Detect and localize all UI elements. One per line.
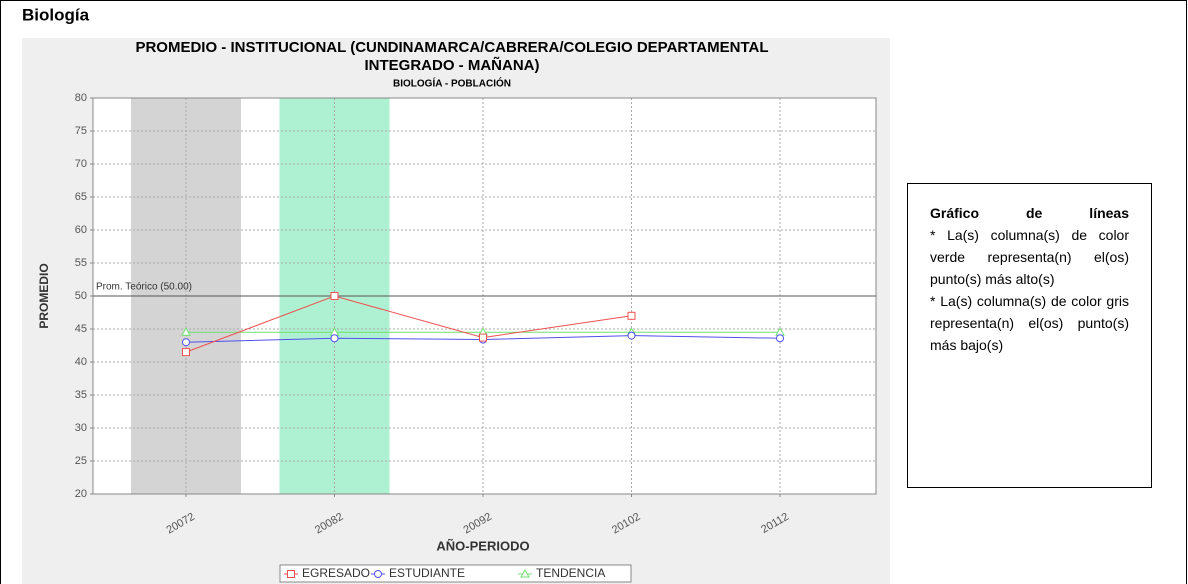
point	[330, 292, 339, 300]
y-tick-label: 25	[75, 455, 87, 467]
note-box: Gráfico de líneas * La(s) columna(s) de …	[907, 183, 1152, 488]
y-tick-label: 75	[75, 125, 87, 137]
y-tick-label: 80	[75, 92, 87, 104]
point	[181, 327, 191, 336]
y-tick-label: 35	[75, 389, 87, 401]
note-item: * La(s) columna(s) de color verde repres…	[930, 227, 1129, 287]
y-axis-title: PROMEDIO	[37, 263, 51, 328]
legend-label: EGRESADO	[302, 566, 370, 580]
note-title: Gráfico de líneas	[930, 205, 1129, 221]
y-tick-label: 55	[75, 257, 87, 269]
point	[627, 331, 636, 340]
point	[182, 338, 190, 347]
y-tick-label: 50	[75, 290, 87, 302]
legend-label: ESTUDIANTE	[389, 566, 465, 580]
series-line	[185, 295, 632, 353]
y-tick-label: 65	[75, 191, 87, 203]
point	[627, 311, 636, 320]
y-tick-label: 20	[75, 488, 87, 500]
chart-title: INTEGRADO - MAÑANA)	[365, 56, 540, 74]
point	[776, 334, 784, 343]
point	[330, 334, 339, 343]
y-tick-label: 45	[75, 323, 87, 335]
note-item: * La(s) columna(s) de color gris represe…	[930, 293, 1129, 353]
legend-marker	[374, 570, 382, 578]
chart-title: PROMEDIO - INSTITUCIONAL (CUNDINAMARCA/C…	[135, 39, 768, 56]
legend-box	[279, 564, 632, 583]
y-tick-label: 30	[75, 422, 87, 434]
x-axis-title: AÑO-PERIODO	[436, 538, 529, 553]
heading: Biología	[22, 5, 90, 24]
legend-marker	[520, 568, 530, 578]
y-tick-label: 60	[75, 224, 87, 236]
point	[479, 333, 487, 342]
chart-subtitle: BIOLOGÍA - POBLACIÓN	[393, 77, 511, 90]
y-tick-label: 70	[75, 158, 87, 170]
legend-marker	[287, 570, 295, 578]
reference-label: Prom. Teórico (50.00)	[96, 282, 192, 293]
point	[182, 348, 190, 357]
y-tick-label: 40	[75, 356, 87, 368]
legend-label: TENDENCIA	[536, 566, 605, 580]
